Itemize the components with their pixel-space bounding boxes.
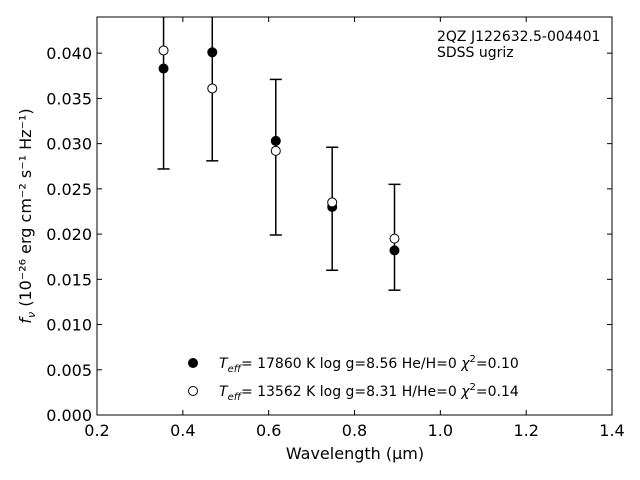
y-tick-label: 0.015	[46, 270, 92, 289]
x-tick-label: 1.4	[599, 421, 624, 440]
y-tick-label: 0.040	[46, 44, 92, 63]
point-open	[158, 45, 169, 56]
legend-entry-1: Teff= 17860 K log g=8.56 He/H=0 χ2=0.10	[219, 354, 519, 375]
point-open	[327, 197, 338, 208]
point-filled	[158, 63, 169, 74]
y-tick-label: 0.030	[46, 135, 92, 154]
point-open	[207, 83, 218, 94]
x-tick-label: 0.6	[256, 421, 281, 440]
legend-entry-2: Teff= 13562 K log g=8.31 H/He=0 χ2=0.14	[219, 382, 519, 403]
y-tick-label: 0.025	[46, 180, 92, 199]
legend-marker-open	[188, 386, 198, 396]
y-tick-label: 0.005	[46, 361, 92, 380]
point-open	[270, 145, 281, 156]
point-filled	[207, 47, 218, 58]
y-axis-label: fν (10⁻²⁶ erg cm⁻² s⁻¹ Hz⁻¹)	[16, 108, 38, 323]
point-filled	[270, 135, 281, 146]
x-axis-label: Wavelength (μm)	[286, 444, 424, 463]
x-tick-label: 1.0	[428, 421, 453, 440]
y-tick-label: 0.020	[46, 225, 92, 244]
x-tick-label: 0.4	[170, 421, 195, 440]
legend: Teff= 17860 K log g=8.56 He/H=0 χ2=0.10 …	[188, 354, 519, 403]
x-axis-ticks: 0.2 0.4 0.6 0.8 1.0 1.2 1.4	[84, 17, 625, 440]
y-tick-label: 0.010	[46, 316, 92, 335]
data-markers	[158, 45, 400, 256]
annotation-line-2: SDSS ugriz	[437, 45, 514, 61]
x-tick-label: 0.2	[84, 421, 109, 440]
x-tick-label: 1.2	[513, 421, 538, 440]
legend-marker-filled	[188, 358, 198, 368]
y-tick-label: 0.000	[46, 406, 92, 425]
x-tick-label: 0.8	[342, 421, 367, 440]
plot-area	[96, 16, 613, 416]
annotation-line-1: 2QZ J122632.5-004401	[437, 29, 600, 45]
y-tick-label: 0.035	[46, 89, 92, 108]
point-open	[389, 233, 400, 244]
y-axis-ticks: 0.000 0.005 0.010 0.015 0.020 0.025 0.030 0.035…	[46, 44, 612, 425]
point-filled	[389, 245, 400, 256]
